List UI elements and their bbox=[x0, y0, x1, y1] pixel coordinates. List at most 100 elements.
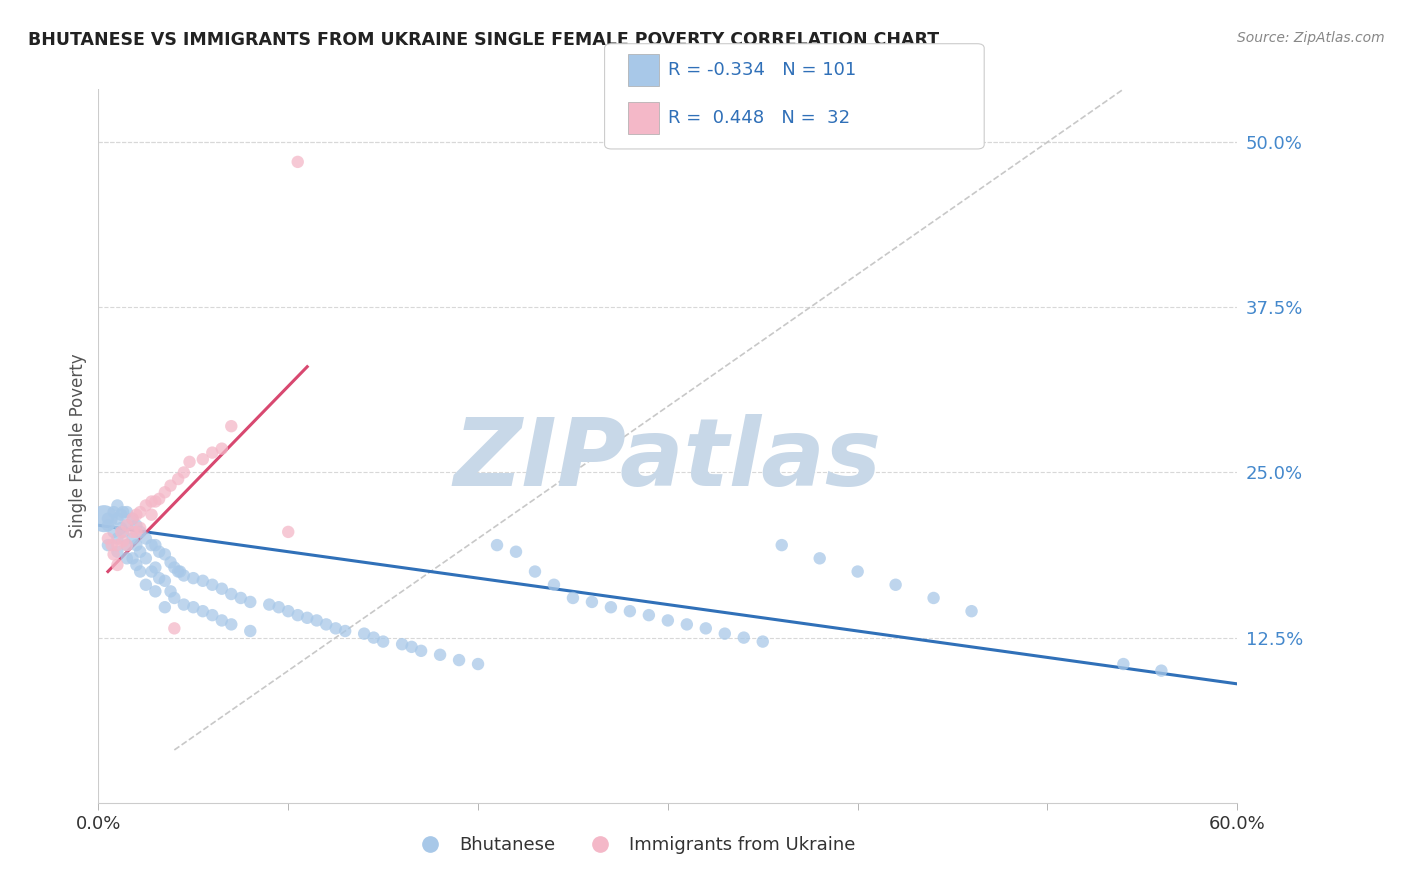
Point bbox=[167, 565, 190, 579]
Point bbox=[733, 631, 755, 645]
Point bbox=[808, 551, 831, 566]
Point bbox=[115, 518, 138, 533]
Point bbox=[770, 538, 793, 552]
Point bbox=[201, 608, 224, 623]
Point bbox=[97, 532, 120, 546]
Point bbox=[191, 452, 214, 467]
Point bbox=[211, 442, 233, 456]
Point bbox=[115, 538, 138, 552]
Point bbox=[103, 524, 125, 539]
Point bbox=[145, 560, 167, 574]
Point bbox=[121, 511, 143, 525]
Point bbox=[960, 604, 983, 618]
Point bbox=[429, 648, 451, 662]
Point bbox=[1112, 657, 1135, 671]
Point bbox=[638, 608, 661, 623]
Point bbox=[141, 494, 163, 508]
Point bbox=[129, 521, 152, 535]
Legend: Bhutanese, Immigrants from Ukraine: Bhutanese, Immigrants from Ukraine bbox=[405, 830, 863, 862]
Point bbox=[562, 591, 585, 605]
Point bbox=[163, 591, 186, 605]
Point bbox=[600, 600, 623, 615]
Point bbox=[115, 538, 138, 552]
Point bbox=[467, 657, 489, 671]
Point bbox=[287, 608, 309, 623]
Point bbox=[325, 621, 347, 635]
Point bbox=[141, 508, 163, 522]
Point bbox=[153, 600, 176, 615]
Point bbox=[97, 538, 120, 552]
Point bbox=[141, 565, 163, 579]
Point bbox=[191, 574, 214, 588]
Point bbox=[167, 472, 190, 486]
Point bbox=[125, 508, 148, 522]
Point bbox=[148, 571, 170, 585]
Point bbox=[486, 538, 509, 552]
Point bbox=[1150, 664, 1173, 678]
Point bbox=[505, 545, 527, 559]
Point bbox=[353, 626, 375, 640]
Point bbox=[239, 624, 262, 638]
Point bbox=[153, 485, 176, 500]
Point bbox=[695, 621, 717, 635]
Point bbox=[129, 545, 152, 559]
Point bbox=[153, 547, 176, 561]
Point bbox=[107, 511, 129, 525]
Point bbox=[163, 621, 186, 635]
Point bbox=[163, 560, 186, 574]
Point bbox=[110, 521, 132, 535]
Point bbox=[121, 524, 143, 539]
Point bbox=[229, 591, 252, 605]
Point bbox=[179, 455, 201, 469]
Point bbox=[183, 571, 205, 585]
Point bbox=[524, 565, 547, 579]
Point bbox=[125, 538, 148, 552]
Point bbox=[145, 538, 167, 552]
Point bbox=[112, 524, 135, 539]
Point bbox=[335, 624, 357, 638]
Point bbox=[112, 534, 135, 549]
Point bbox=[110, 524, 132, 539]
Point bbox=[129, 505, 152, 519]
Point bbox=[110, 508, 132, 522]
Point bbox=[159, 555, 181, 569]
Point bbox=[239, 595, 262, 609]
Point bbox=[449, 653, 471, 667]
Point bbox=[267, 600, 290, 615]
Point bbox=[103, 505, 125, 519]
Point bbox=[135, 532, 157, 546]
Point bbox=[107, 532, 129, 546]
Point bbox=[107, 545, 129, 559]
Point bbox=[221, 617, 243, 632]
Point bbox=[411, 644, 433, 658]
Point bbox=[305, 614, 328, 628]
Point bbox=[287, 154, 309, 169]
Point bbox=[277, 604, 299, 618]
Point bbox=[259, 598, 281, 612]
Point bbox=[145, 584, 167, 599]
Point bbox=[135, 551, 157, 566]
Point bbox=[201, 445, 224, 459]
Point bbox=[363, 631, 385, 645]
Point bbox=[401, 640, 423, 654]
Point bbox=[153, 574, 176, 588]
Point bbox=[107, 558, 129, 572]
Point bbox=[121, 511, 143, 525]
Point bbox=[657, 614, 679, 628]
Point bbox=[297, 611, 319, 625]
Point bbox=[159, 584, 181, 599]
Text: R =  0.448   N =  32: R = 0.448 N = 32 bbox=[668, 109, 851, 127]
Point bbox=[93, 511, 115, 525]
Point bbox=[201, 578, 224, 592]
Point bbox=[148, 491, 170, 506]
Point bbox=[148, 545, 170, 559]
Point bbox=[846, 565, 869, 579]
Y-axis label: Single Female Poverty: Single Female Poverty bbox=[69, 354, 87, 538]
Point bbox=[277, 524, 299, 539]
Point bbox=[543, 578, 565, 592]
Point bbox=[221, 419, 243, 434]
Point bbox=[173, 598, 195, 612]
Point bbox=[125, 518, 148, 533]
Point bbox=[221, 587, 243, 601]
Point bbox=[211, 614, 233, 628]
